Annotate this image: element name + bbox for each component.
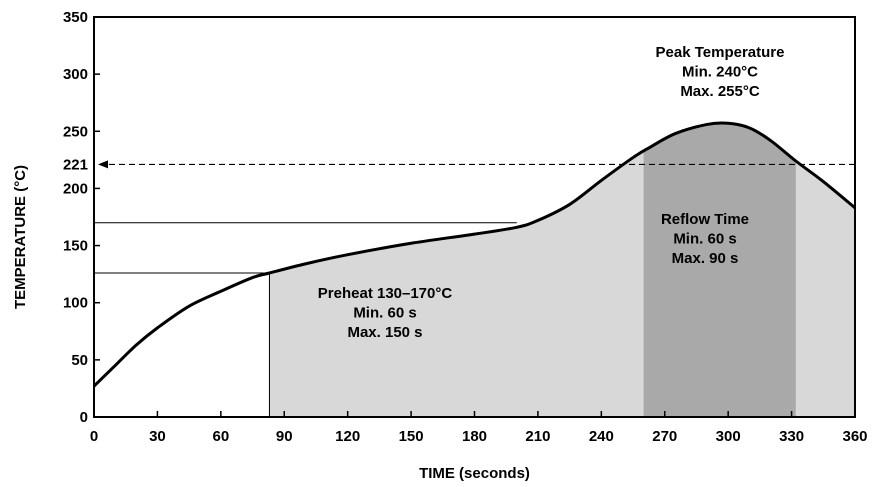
x-tick-label: 240 bbox=[589, 428, 614, 445]
x-tick-label: 360 bbox=[842, 428, 867, 445]
y-tick-label: 250 bbox=[63, 123, 88, 140]
threshold-arrowhead bbox=[98, 160, 108, 169]
y-axis-ticks: 0 50 100 150 200 250 300 350 221 bbox=[63, 9, 100, 426]
peak-annotation-line-2: Min. 240°C bbox=[682, 64, 758, 81]
reflow-annotation-line-3: Max. 90 s bbox=[672, 250, 739, 267]
preheat-annotation-line-2: Min. 60 s bbox=[353, 305, 416, 322]
y-tick-label: 350 bbox=[63, 9, 88, 26]
x-tick-label: 60 bbox=[212, 428, 229, 445]
x-tick-label: 30 bbox=[149, 428, 166, 445]
x-tick-label: 300 bbox=[716, 428, 741, 445]
y-tick-label: 200 bbox=[63, 180, 88, 197]
y-tick-label-221: 221 bbox=[63, 156, 88, 173]
x-tick-label: 0 bbox=[90, 428, 98, 445]
shaded-regions bbox=[269, 123, 856, 418]
x-axis-title: TIME (seconds) bbox=[419, 465, 530, 482]
annotations: Peak Temperature Min. 240°C Max. 255°C Refl… bbox=[318, 44, 785, 341]
reflow-annotation-line-1: Reflow Time bbox=[661, 211, 749, 228]
y-tick-label: 0 bbox=[80, 409, 88, 426]
peak-annotation-line-1: Peak Temperature bbox=[656, 44, 785, 61]
x-tick-label: 210 bbox=[525, 428, 550, 445]
preheat-annotation-line-1: Preheat 130–170°C bbox=[318, 285, 453, 302]
y-tick-label: 150 bbox=[63, 238, 88, 255]
x-tick-label: 120 bbox=[335, 428, 360, 445]
y-tick-label: 300 bbox=[63, 66, 88, 83]
x-tick-label: 90 bbox=[276, 428, 293, 445]
temperature-curve bbox=[92, 121, 856, 388]
peak-annotation-line-3: Max. 255°C bbox=[680, 83, 760, 100]
y-tick-label: 50 bbox=[71, 352, 88, 369]
y-axis-title: TEMPERATURE (°C) bbox=[12, 165, 29, 309]
preheat-annotation-line-3: Max. 150 s bbox=[347, 324, 422, 341]
y-tick-label: 100 bbox=[63, 295, 88, 312]
x-tick-label: 180 bbox=[462, 428, 487, 445]
reflow-annotation-line-2: Min. 60 s bbox=[673, 231, 736, 248]
x-tick-label: 150 bbox=[399, 428, 424, 445]
x-tick-label: 330 bbox=[779, 428, 804, 445]
x-axis-ticks: 0 30 60 90 120 150 180 210 240 270 300 330 360 bbox=[90, 411, 868, 445]
reflow-region bbox=[643, 123, 796, 418]
x-tick-label: 270 bbox=[652, 428, 677, 445]
reference-lines bbox=[94, 160, 855, 417]
